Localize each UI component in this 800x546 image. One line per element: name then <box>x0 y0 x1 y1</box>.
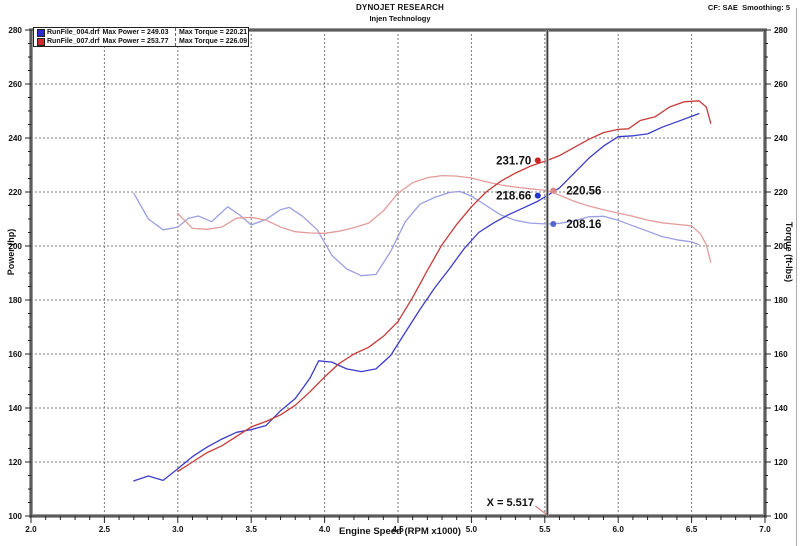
x-tick-label: 6.0 <box>613 525 625 534</box>
torque-tick-label: 120 <box>774 458 788 467</box>
x-tick-label: 3.0 <box>172 525 184 534</box>
torque-tick-label: 140 <box>774 404 788 413</box>
cursor-x-label: X = 5.517 <box>486 497 534 509</box>
x-tick-label: 6.5 <box>686 525 698 534</box>
power-tick-label: 100 <box>8 512 22 521</box>
torque-tick-label: 100 <box>774 512 788 521</box>
marker-label-208-16: 208.16 <box>566 219 601 231</box>
x-axis-title: Engine Speed (RPM x1000) <box>339 526 461 537</box>
x-tick-label: 5.0 <box>466 525 478 534</box>
power-tick-label: 120 <box>8 458 22 467</box>
power-curve-runfile_007 <box>177 100 712 473</box>
torque-tick-label: 240 <box>774 134 788 143</box>
correction-smoothing-label: CF: SAE Smoothing: 5 <box>707 3 790 12</box>
marker-label-231-70: 231.70 <box>496 155 531 167</box>
right-axis-title: Torque (ft-lbs) <box>784 221 794 283</box>
power-curve-runfile_004 <box>133 112 700 482</box>
left-axis-title: Power (hp) <box>6 228 16 276</box>
legend-box: RunFile_004.drf Max Power = 249.03 Max T… <box>33 27 249 47</box>
x-tick-label: 2.5 <box>99 525 111 534</box>
legend-max-power: Max Power = 253.77 <box>102 38 169 45</box>
legend-divider <box>175 28 176 46</box>
x-tick-label: 2.0 <box>25 525 37 534</box>
torque-tick-label: 160 <box>774 350 788 359</box>
legend-file-name: RunFile_007.drf <box>47 38 100 45</box>
x-tick-label: 7.0 <box>759 525 771 534</box>
legend-max-torque: Max Torque = 220.21 <box>179 29 248 36</box>
legend-max-power: Max Power = 249.03 <box>102 29 169 36</box>
legend-row-runfile004: RunFile_004.drf Max Power = 249.03 Max T… <box>34 28 248 37</box>
power-tick-label: 140 <box>8 404 22 413</box>
cursor-leader-line <box>534 505 548 516</box>
power-tick-label: 280 <box>8 26 22 35</box>
x-tick-label: 4.0 <box>319 525 331 534</box>
power-tick-label: 240 <box>8 134 22 143</box>
torque-tick-label: 220 <box>774 188 788 197</box>
power-tick-label: 220 <box>8 188 22 197</box>
power-tick-label: 200 <box>8 242 22 251</box>
marker-dot-220-56 <box>550 187 557 194</box>
legend-max-torque: Max Torque = 226.09 <box>179 38 248 45</box>
power-tick-label: 160 <box>8 350 22 359</box>
marker-dot-218-66 <box>534 192 541 199</box>
torque-tick-label: 180 <box>774 296 788 305</box>
marker-dot-231-70 <box>534 157 541 164</box>
torque-tick-label: 200 <box>774 242 788 251</box>
legend-row-runfile007: RunFile_007.drf Max Power = 253.77 Max T… <box>34 37 248 46</box>
legend-swatch-red <box>37 37 45 46</box>
marker-label-218-66: 218.66 <box>496 191 531 203</box>
torque-tick-label: 260 <box>774 80 788 89</box>
legend-swatch-blue <box>37 28 45 37</box>
torque-tick-label: 280 <box>774 26 788 35</box>
chart-subtitle: Injen Technology <box>369 14 431 23</box>
chart-title: DYNOJET RESEARCH <box>355 3 445 12</box>
legend-file-name: RunFile_004.drf <box>47 29 100 36</box>
marker-label-220-56: 220.56 <box>566 185 601 197</box>
torque-curve-runfile_004 <box>133 190 700 277</box>
power-tick-label: 260 <box>8 80 22 89</box>
x-tick-label: 5.5 <box>539 525 551 534</box>
power-tick-label: 180 <box>8 296 22 305</box>
torque-curve-runfile_007 <box>177 174 712 263</box>
window-right-border <box>796 8 797 546</box>
x-tick-label: 4.5 <box>392 525 404 534</box>
marker-dot-208-16 <box>550 220 557 227</box>
x-tick-label: 3.5 <box>246 525 258 534</box>
